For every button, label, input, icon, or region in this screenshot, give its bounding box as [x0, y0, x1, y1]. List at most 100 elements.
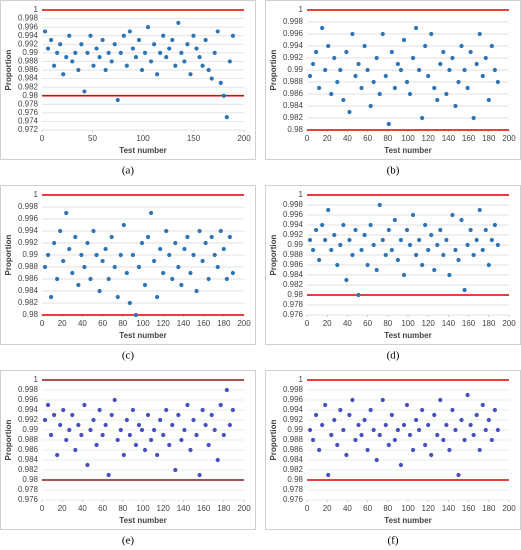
y-tick-label: 0.994	[18, 31, 39, 40]
y-tick-label: 0.99	[287, 240, 303, 249]
point	[133, 442, 139, 448]
point	[429, 452, 434, 458]
x-tick-label: 120	[422, 134, 436, 143]
panel-frame	[0, 185, 256, 345]
panel: 0.9760.9780.980.9820.9840.9860.9880.990.…	[0, 370, 256, 547]
x-tick-label: 180	[217, 319, 231, 328]
point	[347, 237, 352, 243]
point	[417, 67, 422, 73]
point	[495, 427, 500, 433]
point	[362, 43, 367, 49]
x-axis-title: Test number	[119, 146, 166, 155]
point	[179, 282, 184, 288]
point	[136, 422, 142, 428]
point	[209, 234, 214, 240]
point	[432, 267, 437, 273]
point	[317, 257, 322, 263]
y-tick-label: 0.988	[283, 250, 304, 259]
y-tick-label: 0.992	[18, 238, 39, 247]
point	[313, 49, 319, 55]
point	[307, 427, 313, 433]
point	[359, 432, 364, 438]
point	[155, 452, 160, 458]
y-tick-label: 0.988	[18, 262, 39, 271]
point	[465, 242, 470, 248]
point	[112, 42, 117, 47]
point	[124, 270, 129, 276]
y-tick-label: 0.98	[22, 475, 38, 484]
point	[429, 31, 434, 37]
point	[221, 93, 226, 98]
point	[182, 246, 187, 252]
point	[310, 247, 316, 253]
y-tick-label: 0.978	[18, 99, 39, 108]
point	[85, 240, 90, 246]
point	[353, 227, 358, 233]
point	[320, 422, 325, 428]
x-tick-label: 120	[157, 319, 171, 328]
point	[450, 55, 455, 61]
y-tick-label: 0.992	[283, 415, 304, 424]
point	[462, 287, 467, 293]
point	[420, 262, 425, 268]
point	[100, 37, 105, 43]
point	[145, 412, 151, 418]
point	[70, 59, 75, 64]
point	[326, 472, 331, 478]
point	[48, 432, 54, 438]
point	[73, 234, 78, 240]
point	[371, 242, 376, 248]
y-tick-label: 0.984	[18, 286, 39, 295]
point	[45, 402, 51, 408]
point	[139, 427, 145, 433]
point	[438, 227, 443, 233]
point	[194, 432, 199, 438]
point	[317, 447, 322, 453]
point	[218, 402, 223, 408]
x-tick-label: 150	[187, 134, 201, 143]
point	[404, 227, 410, 233]
point	[374, 55, 379, 61]
x-tick-label: 80	[383, 319, 392, 328]
y-tick-label: 0.986	[283, 89, 304, 98]
point	[42, 264, 48, 270]
point	[426, 422, 431, 428]
point	[136, 37, 142, 43]
y-tick-label: 0.986	[18, 274, 39, 283]
point	[215, 264, 220, 270]
point	[139, 67, 145, 73]
point	[423, 43, 428, 49]
point	[176, 20, 181, 25]
point	[182, 427, 187, 433]
point	[64, 437, 69, 443]
point	[121, 33, 126, 38]
point	[401, 37, 407, 43]
x-tick-label: 140	[442, 504, 456, 513]
point	[167, 46, 172, 51]
point	[70, 412, 75, 418]
point	[164, 407, 169, 413]
point	[61, 72, 66, 77]
y-tick-label: 0.978	[283, 300, 304, 309]
point	[313, 412, 319, 418]
y-tick-label: 1	[34, 375, 39, 384]
x-tick-label: 200	[502, 134, 516, 143]
point	[103, 422, 108, 428]
point	[209, 412, 214, 418]
point	[112, 264, 117, 270]
y-tick-label: 0.99	[22, 48, 38, 57]
y-tick-label: 0.984	[18, 455, 39, 464]
point	[465, 392, 470, 398]
point	[221, 246, 226, 252]
x-tick-label: 100	[401, 504, 415, 513]
y-tick-label: 0.998	[18, 14, 39, 23]
y-tick-label: 0.994	[18, 405, 39, 414]
point	[341, 427, 346, 433]
x-tick-label: 50	[88, 134, 97, 143]
point	[374, 267, 379, 273]
y-tick-label: 0.98	[287, 125, 303, 134]
point	[474, 412, 479, 418]
point	[423, 442, 428, 448]
point	[91, 228, 96, 234]
y-tick-label: 0.992	[283, 230, 304, 239]
